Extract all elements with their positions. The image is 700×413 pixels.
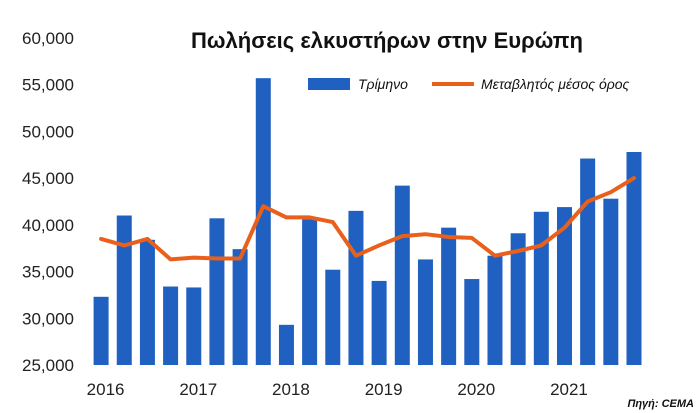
y-tick-label: 60,000: [22, 29, 74, 48]
legend-bar-swatch: [308, 78, 350, 90]
legend-line-label: Μεταβλητός μέσος όρος: [481, 76, 630, 92]
bar: [417, 259, 433, 365]
x-tick-label: 2016: [87, 380, 125, 399]
bar: [139, 239, 155, 365]
bar: [394, 185, 410, 365]
bar: [278, 324, 294, 365]
y-tick-label: 45,000: [22, 169, 74, 188]
bar: [371, 280, 387, 365]
x-tick-label: 2018: [272, 380, 310, 399]
bar: [510, 233, 526, 365]
x-tick-label: 2019: [365, 380, 403, 399]
bar: [348, 210, 364, 365]
bar: [302, 219, 318, 365]
y-tick-label: 55,000: [22, 76, 74, 95]
x-tick-label: 2021: [550, 380, 588, 399]
bar: [209, 218, 225, 365]
y-tick-label: 30,000: [22, 309, 74, 328]
moving-average-line: [99, 176, 636, 262]
y-axis: 25,000 30,000 35,000 40,000 45,000 50,000 55,0…: [22, 29, 74, 375]
bar: [603, 198, 619, 365]
legend-bar-label: Τρίμηνο: [358, 76, 408, 92]
chart-title: Πωλήσεις ελκυστήρων στην Ευρώπη: [191, 28, 583, 53]
bar: [163, 286, 179, 365]
bar: [232, 249, 248, 365]
y-tick-label: 25,000: [22, 356, 74, 375]
y-tick-label: 50,000: [22, 122, 74, 141]
bar: [487, 255, 503, 365]
bar: [93, 296, 109, 365]
bar: [580, 158, 596, 365]
legend: Τρίμηνο Μεταβλητός μέσος όρος: [308, 76, 630, 92]
y-tick-label: 40,000: [22, 216, 74, 235]
bar: [556, 207, 572, 365]
bar: [255, 78, 271, 365]
bar: [116, 215, 132, 365]
x-axis: 2016 2017 2018 2019 2020 2021: [87, 380, 588, 399]
y-tick-label: 35,000: [22, 263, 74, 282]
bar: [533, 211, 549, 365]
x-tick-label: 2017: [179, 380, 217, 399]
source-note: Πηγή: CEMA: [627, 398, 694, 410]
bar: [186, 287, 202, 365]
bar: [464, 279, 480, 365]
bars-group: [93, 78, 642, 365]
x-tick-label: 2020: [457, 380, 495, 399]
bar: [325, 269, 341, 365]
line-series: [99, 176, 636, 262]
bar: [626, 151, 642, 365]
bar: [441, 227, 457, 365]
